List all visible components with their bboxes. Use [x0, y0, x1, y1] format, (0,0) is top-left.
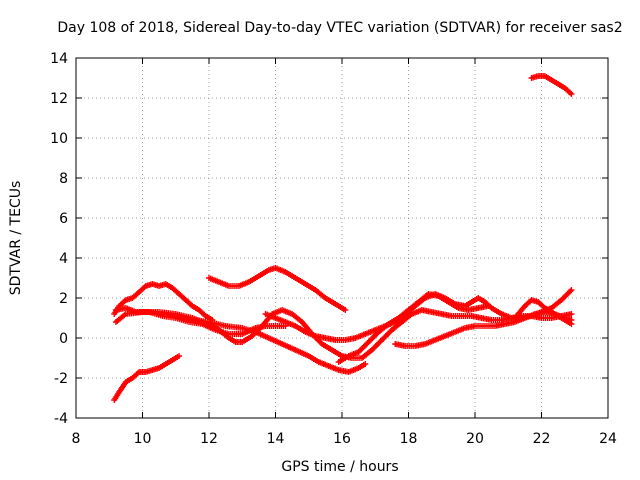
series-trace-5	[159, 311, 369, 375]
series-trace-8	[335, 291, 492, 365]
series-trace-2	[111, 281, 216, 323]
data-point	[485, 303, 492, 309]
x-tick-label: 18	[400, 431, 418, 447]
data-point	[568, 287, 575, 293]
series-trace-6	[206, 265, 349, 313]
grid	[76, 58, 608, 418]
series-trace-1	[111, 353, 183, 403]
data-point	[176, 353, 183, 359]
series-trace-10	[515, 297, 575, 327]
data-point	[567, 288, 574, 295]
y-tick-label: 0	[59, 331, 68, 347]
y-tick-label: 4	[59, 251, 68, 267]
x-tick-label: 24	[599, 431, 617, 447]
y-tick-label: 6	[59, 211, 68, 227]
x-tick-label: 16	[333, 431, 351, 447]
data-point	[362, 361, 369, 367]
x-tick-label: 10	[134, 431, 152, 447]
x-tick-label: 8	[72, 431, 81, 447]
x-tick-label: 12	[200, 431, 218, 447]
x-tick-label: 14	[267, 431, 285, 447]
x-tick-label: 20	[466, 431, 484, 447]
x-axis-label: GPS time / hours	[281, 459, 398, 475]
series-trace-9	[392, 309, 575, 349]
y-tick-label: -4	[54, 411, 68, 427]
y-tick-label: 2	[59, 291, 68, 307]
y-tick-label: 14	[50, 51, 68, 67]
y-tick-label: 10	[50, 131, 68, 147]
data-point	[568, 91, 575, 97]
data-point	[568, 311, 575, 317]
data-point	[342, 307, 349, 313]
y-tick-label: 8	[59, 171, 68, 187]
chart-title: Day 108 of 2018, Sidereal Day-to-day VTE…	[57, 20, 622, 36]
data-point	[568, 321, 575, 327]
data-points	[111, 73, 575, 403]
x-tick-label: 22	[533, 431, 551, 447]
y-axis-label: SDTVAR / TECUs	[8, 181, 24, 296]
series-trace-11	[528, 73, 575, 97]
y-tick-label: -2	[54, 371, 68, 387]
y-tick-label: 12	[50, 91, 68, 107]
